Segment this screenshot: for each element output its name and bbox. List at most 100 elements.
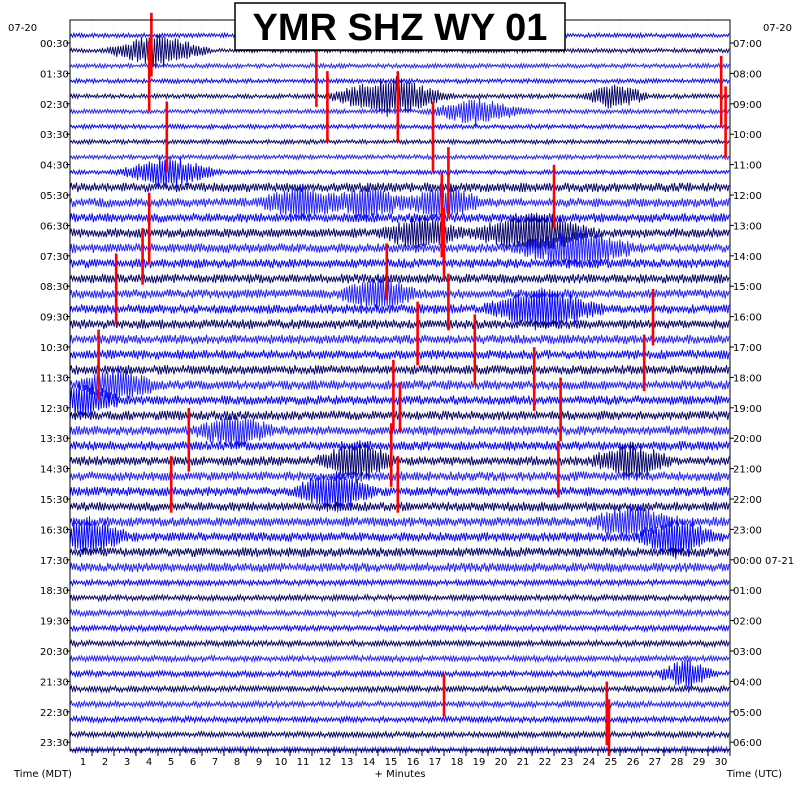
left-time-label: 14:30 <box>40 465 69 476</box>
seismogram-trace <box>69 34 730 68</box>
seismogram-trace <box>69 97 730 127</box>
seismogram-trace <box>69 76 730 117</box>
x-tick-label: 16 <box>407 757 420 768</box>
left-time-label: 16:30 <box>40 525 69 536</box>
seismogram-trace <box>69 319 730 330</box>
right-time-label: 22:00 <box>733 495 762 506</box>
seismogram-trace <box>69 183 730 221</box>
x-tick-label: 8 <box>234 757 240 768</box>
x-tick-label: 24 <box>583 757 596 768</box>
right-date-label: 07-20 <box>763 23 792 34</box>
seismogram-trace <box>69 562 730 573</box>
seismogram-trace <box>69 684 730 694</box>
right-time-label: 15:00 <box>733 282 762 293</box>
seismogram-trace <box>69 273 730 284</box>
seismogram-trace <box>69 365 730 376</box>
seismogram-trace <box>69 638 730 649</box>
seismogram-trace <box>69 515 730 560</box>
seismogram-trace <box>69 503 730 538</box>
x-tick-label: 12 <box>319 757 332 768</box>
left-axis-title: Time (MDT) <box>13 769 72 780</box>
left-time-label: 23:30 <box>40 738 69 749</box>
x-tick-label: 1 <box>80 757 86 768</box>
seismogram-trace <box>69 608 730 618</box>
right-time-label: 20:00 <box>733 434 762 445</box>
seismogram-trace <box>69 212 730 256</box>
left-time-label: 05:30 <box>40 191 69 202</box>
x-tick-label: 18 <box>451 757 464 768</box>
right-time-label: 10:00 <box>733 130 762 141</box>
left-time-label: 21:30 <box>40 677 69 688</box>
x-tick-label: 11 <box>297 757 310 768</box>
right-time-label: 23:00 <box>733 525 762 536</box>
seismogram-trace <box>69 440 730 451</box>
x-tick-label: 17 <box>429 757 442 768</box>
x-tick-label: 9 <box>256 757 262 768</box>
left-time-label: 06:30 <box>40 221 69 232</box>
seismogram-trace <box>69 501 730 512</box>
seismogram-trace <box>69 156 730 189</box>
seismogram-trace <box>69 287 730 331</box>
right-time-label: 04:00 <box>733 677 762 688</box>
left-time-label: 00:30 <box>40 39 69 50</box>
right-time-label: 13:00 <box>733 221 762 232</box>
x-tick-label: 4 <box>146 757 152 768</box>
seismogram-traces <box>69 31 730 755</box>
right-time-label: 17:00 <box>733 343 762 354</box>
x-tick-label: 23 <box>561 757 574 768</box>
seismogram-trace <box>69 592 730 603</box>
seismogram-trace <box>69 334 730 345</box>
x-tick-label: 19 <box>473 757 486 768</box>
left-time-label: 15:30 <box>40 495 69 506</box>
seismogram-trace <box>69 349 730 360</box>
left-time-label: 12:30 <box>40 404 69 415</box>
seismogram-trace <box>69 729 730 740</box>
right-time-label: 12:00 <box>733 191 762 202</box>
seismogram-trace <box>69 258 730 269</box>
seismogram-trace <box>69 547 730 558</box>
left-time-label: 11:30 <box>40 373 69 384</box>
x-tick-label: 13 <box>341 757 354 768</box>
right-time-label: 00:00 07-21 <box>733 556 794 567</box>
left-time-label: 22:30 <box>40 708 69 719</box>
seismogram-trace <box>69 440 730 484</box>
x-tick-label: 14 <box>363 757 376 768</box>
right-time-label: 02:00 <box>733 617 762 628</box>
right-time-label: 18:00 <box>733 373 762 384</box>
seismogram-trace <box>69 623 730 633</box>
x-tick-label: 10 <box>275 757 288 768</box>
x-tick-label: 30 <box>715 757 728 768</box>
right-time-label: 07:00 <box>733 39 762 50</box>
x-tick-label: 2 <box>102 757 108 768</box>
left-time-label: 09:30 <box>40 313 69 324</box>
x-tick-label: 22 <box>539 757 552 768</box>
axis-labels: 1 2 3 4 5 6 7 8 9 10 11 12 13 14 15 16 17 18 19 20 21 22 23 24 2… <box>40 39 794 768</box>
seismogram-trace <box>69 471 730 513</box>
seismogram-trace <box>69 153 730 161</box>
left-time-label: 03:30 <box>40 130 69 141</box>
right-time-label: 16:00 <box>733 313 762 324</box>
right-time-label: 08:00 <box>733 69 762 80</box>
seismogram-trace <box>69 122 730 131</box>
seismogram-trace <box>69 471 730 481</box>
right-time-label: 03:00 <box>733 647 762 658</box>
x-tick-label: 21 <box>517 757 530 768</box>
left-time-label: 02:30 <box>40 100 69 111</box>
seismogram-trace <box>69 77 730 85</box>
right-time-label: 14:00 <box>733 252 762 263</box>
x-tick-label: 26 <box>627 757 640 768</box>
seismogram-trace <box>69 653 730 664</box>
left-time-label: 04:30 <box>40 161 69 172</box>
axis-ticks <box>66 42 734 756</box>
right-time-label: 19:00 <box>733 404 762 415</box>
x-tick-label: 25 <box>605 757 618 768</box>
event-markers <box>97 12 727 756</box>
x-tick-label: 27 <box>649 757 662 768</box>
left-time-label: 20:30 <box>40 647 69 658</box>
left-time-label: 07:30 <box>40 252 69 263</box>
x-axis-title: + Minutes <box>375 769 426 780</box>
left-time-label: 13:30 <box>40 434 69 445</box>
left-time-label: 19:30 <box>40 617 69 628</box>
x-tick-label: 15 <box>385 757 398 768</box>
